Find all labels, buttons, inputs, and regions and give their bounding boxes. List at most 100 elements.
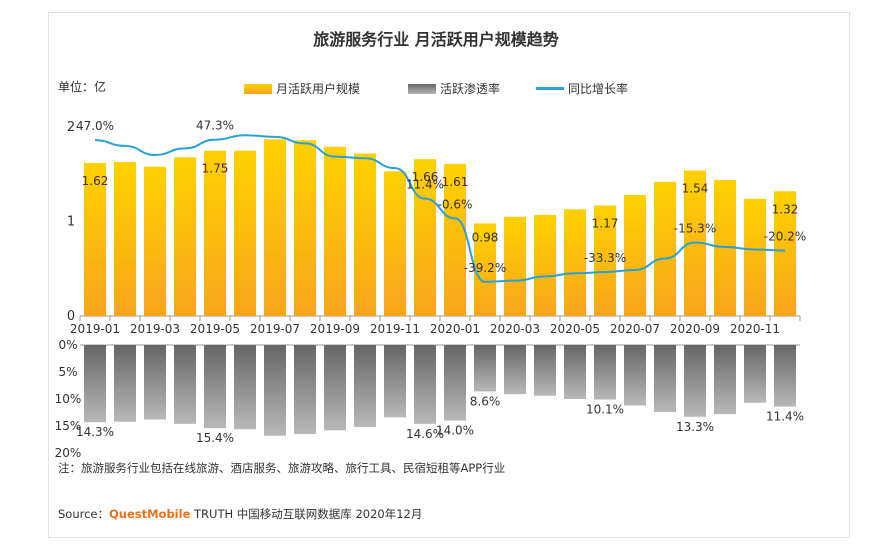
penetration-bar (564, 345, 586, 399)
penetration-bar (504, 345, 526, 395)
unit-label: 单位：亿 (58, 80, 107, 94)
penetration-bar (654, 345, 676, 412)
mau-bar (654, 181, 676, 316)
mau-bar (84, 162, 106, 316)
penetration-data-label: 14.3% (76, 425, 114, 439)
mau-data-label: 1.66 (412, 170, 439, 184)
penetration-bar (744, 345, 766, 403)
penetration-bar (624, 345, 646, 406)
penetration-data-label: 15.4% (196, 431, 234, 445)
x-tick-label: 2019-03 (130, 322, 180, 336)
mau-bar (204, 150, 226, 316)
x-tick-label: 2020-09 (670, 322, 720, 336)
yoy-data-label: 47.0% (76, 119, 114, 133)
yoy-data-label: 11.4% (406, 178, 444, 192)
penetration-bar (594, 345, 616, 400)
mau-bar (564, 209, 586, 316)
penetration-data-label: 11.4% (766, 410, 804, 424)
mau-data-label: 1.17 (592, 216, 619, 230)
yoy-data-label: 47.3% (196, 119, 234, 133)
mau-data-label: 1.62 (82, 174, 109, 188)
legend-swatch-mau (244, 83, 272, 94)
legend-label-penetration: 活跃渗透率 (440, 82, 501, 96)
penetration-bar (144, 345, 166, 420)
penetration-bar (414, 345, 436, 424)
yoy-line (94, 134, 786, 283)
penetration-tick-label: 20% (55, 446, 82, 460)
mau-data-label: 1.61 (442, 175, 469, 189)
mau-bar (294, 140, 316, 316)
mau-data-label: 1.54 (682, 181, 709, 195)
x-tick-label: 2019-05 (190, 322, 240, 336)
legend-swatch-yoy (536, 87, 564, 90)
legend-swatch-penetration (408, 83, 436, 94)
yoy-data-label: -33.3% (584, 251, 626, 265)
y-tick-label: 1 (67, 215, 75, 230)
source-brand: QuestMobile (109, 507, 191, 521)
penetration-bar (384, 345, 406, 418)
footnote: 注：旅游服务行业包括在线旅游、酒店服务、旅游攻略、旅行工具、民宿短租等APP行业 (58, 461, 506, 475)
penetration-bar (324, 345, 346, 431)
penetration-bar (234, 345, 256, 430)
mau-bar (594, 205, 616, 316)
source-line: Source：QuestMobile TRUTH 中国移动互联网数据库 2020… (58, 506, 422, 522)
legend-item-yoy: 同比增长率 (536, 80, 628, 97)
penetration-tick-label: 0% (58, 338, 77, 352)
x-tick-label: 2020-01 (430, 322, 480, 336)
penetration-bar (84, 345, 106, 423)
mau-data-label: 1.32 (772, 202, 799, 216)
mau-bar (324, 146, 346, 316)
yoy-data-label: -20.2% (764, 230, 806, 244)
mau-bar (774, 191, 796, 316)
mau-bar (474, 223, 496, 316)
mau-bar (174, 157, 196, 316)
mau-bar (744, 198, 766, 316)
y-tick-label: 2 (67, 120, 75, 135)
penetration-bar (354, 345, 376, 428)
penetration-tick-label: 5% (58, 365, 77, 379)
x-tick-label: 2019-01 (70, 322, 120, 336)
legend-label-yoy: 同比增长率 (568, 82, 629, 96)
x-tick-label: 2019-09 (310, 322, 360, 336)
penetration-data-label: 13.3% (676, 420, 714, 434)
penetration-bar (444, 345, 466, 421)
y-tick-label: 0 (67, 309, 75, 324)
source-prefix: Source： (58, 507, 109, 521)
legend-item-mau: 月活跃用户规模 (244, 80, 360, 97)
legend-label-mau: 月活跃用户规模 (276, 82, 361, 96)
x-tick-label: 2020-03 (490, 322, 540, 336)
mau-bar (444, 163, 466, 316)
mau-bar (264, 139, 286, 316)
mau-bar (384, 171, 406, 316)
mau-bar (234, 150, 256, 316)
penetration-bar (534, 345, 556, 396)
x-tick-label: 2020-11 (730, 322, 780, 336)
mau-bar (414, 159, 436, 316)
mau-bar (354, 153, 376, 316)
penetration-bar (474, 345, 496, 392)
penetration-data-label: 8.6% (470, 394, 501, 408)
penetration-tick-label: 15% (55, 419, 82, 433)
penetration-bar (684, 345, 706, 417)
x-tick-label: 2020-05 (550, 322, 600, 336)
mau-bar (144, 166, 166, 316)
penetration-bar (264, 345, 286, 436)
mau-bar (114, 161, 136, 316)
penetration-tick-label: 10% (55, 392, 82, 406)
penetration-bar (714, 345, 736, 415)
legend-item-penetration: 活跃渗透率 (408, 80, 500, 97)
mau-bar (534, 214, 556, 316)
source-suffix: TRUTH 中国移动互联网数据库 2020年12月 (190, 507, 423, 521)
penetration-data-label: 14.6% (406, 427, 444, 441)
x-tick-label: 2019-11 (370, 322, 420, 336)
mau-bar (504, 216, 526, 316)
yoy-data-label: -0.6% (438, 197, 473, 211)
mau-bar (624, 195, 646, 316)
yoy-data-label: -39.2% (464, 261, 506, 275)
mau-data-label: 1.75 (202, 162, 229, 176)
penetration-bar (774, 345, 796, 407)
penetration-bar (174, 345, 196, 424)
penetration-bar (204, 345, 226, 429)
yoy-data-label: -15.3% (674, 222, 716, 236)
